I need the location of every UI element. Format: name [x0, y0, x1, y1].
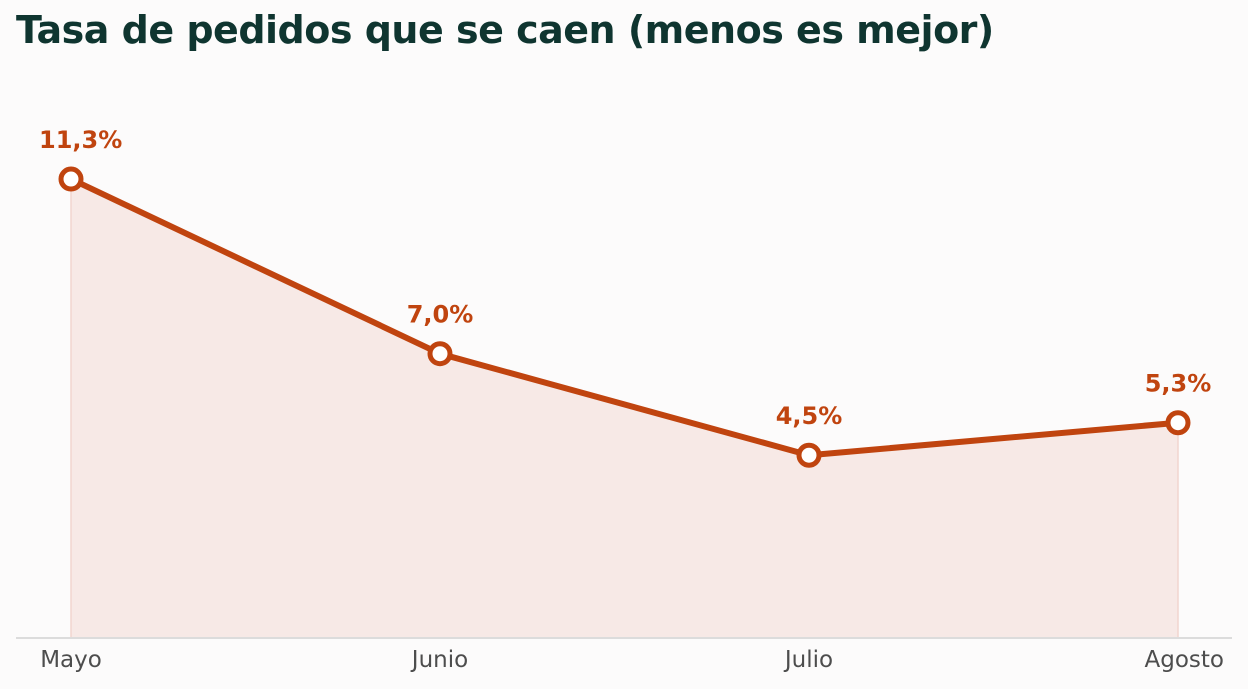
area-layer: [70, 179, 1179, 639]
data-label-mayo: 11,3%: [39, 126, 122, 154]
data-point-agosto: [1165, 410, 1191, 436]
data-label-julio: 4,5%: [776, 402, 843, 430]
data-label-junio: 7,0%: [407, 301, 474, 329]
data-point-mayo: [58, 166, 84, 192]
series-line-layer: [68, 176, 1181, 459]
x-tick-label-junio: Junio: [410, 647, 468, 673]
x-tick-label-julio: Julio: [783, 647, 833, 673]
x-tick-labels: Mayo Junio Julio Agosto: [40, 647, 1224, 673]
data-point-julio: [796, 442, 822, 468]
x-tick-label-mayo: Mayo: [40, 647, 102, 673]
x-tick-label-agosto: Agosto: [1145, 647, 1224, 673]
data-label-agosto: 5,3%: [1145, 370, 1212, 398]
data-points: [58, 166, 1191, 468]
series-line: [68, 176, 1181, 459]
data-point-junio: [427, 341, 453, 367]
area-fill: [71, 179, 1178, 639]
chart-title: Tasa de pedidos que se caen (menos es me…: [16, 8, 994, 52]
data-labels: 11,3% 7,0% 4,5% 5,3%: [39, 126, 1211, 430]
